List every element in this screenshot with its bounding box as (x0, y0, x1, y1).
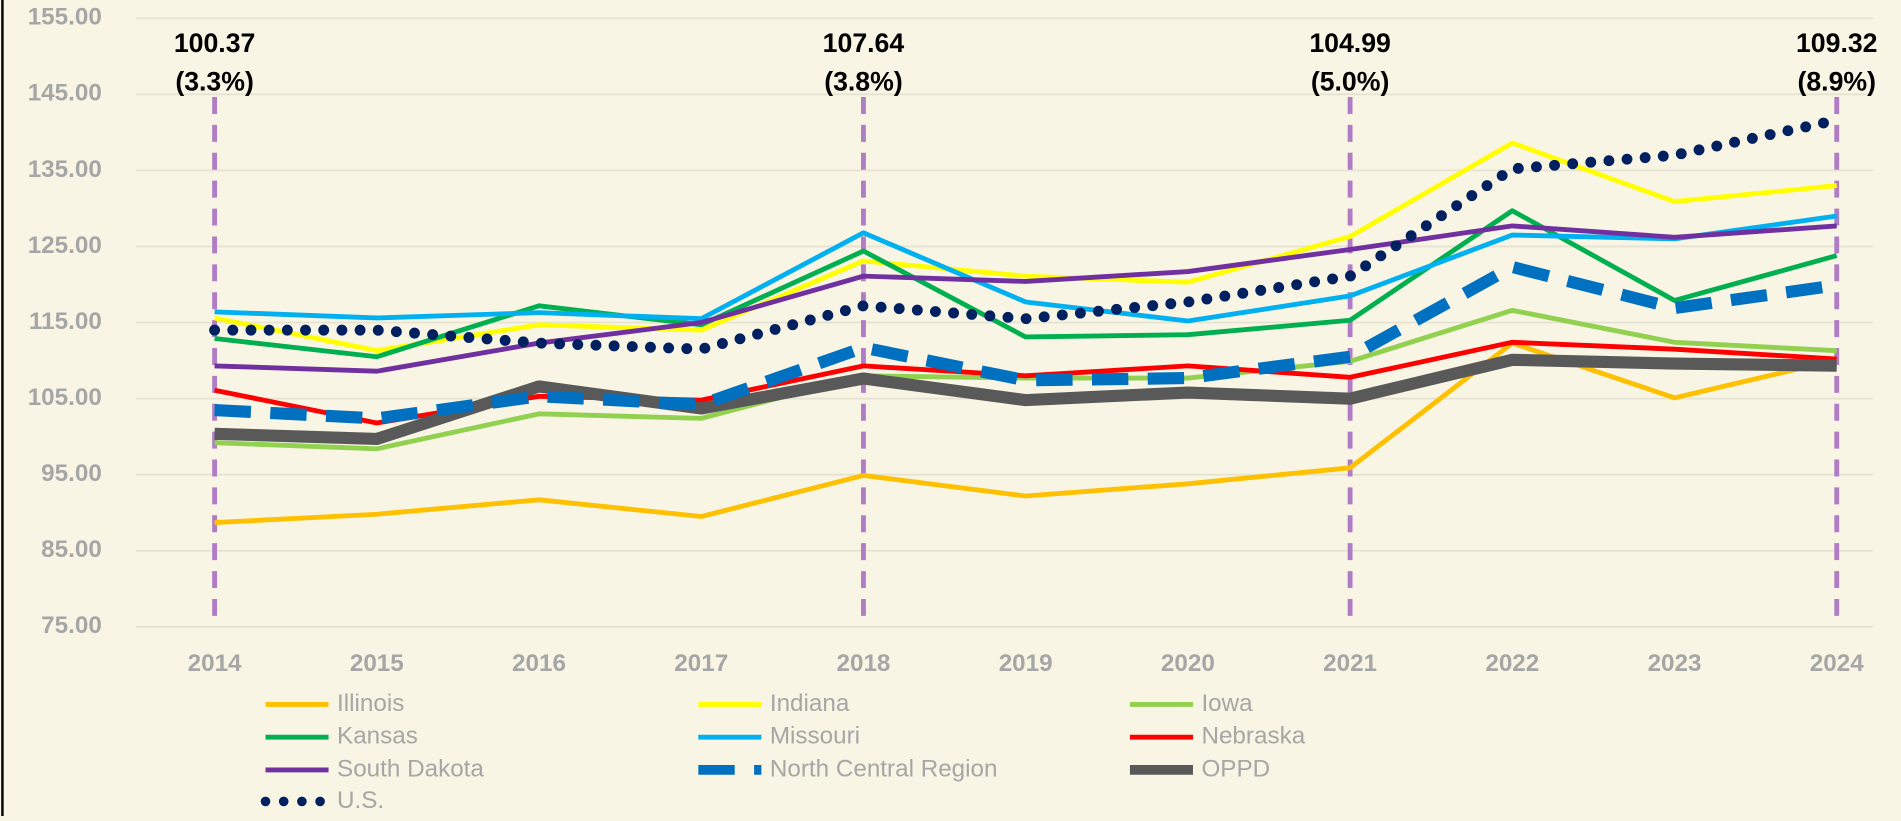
legend-label: Nebraska (1201, 723, 1305, 750)
series-line (214, 213, 1838, 324)
legend-label: Illinois (337, 690, 404, 717)
y-tick-label: 115.00 (29, 308, 102, 335)
series-line (214, 140, 1837, 354)
y-tick-label: 105.00 (28, 384, 102, 411)
series-line (214, 223, 1837, 374)
x-tick-label: 2021 (1323, 650, 1377, 677)
y-tick-label: 75.00 (41, 612, 102, 639)
x-tick-label: 2016 (512, 650, 566, 677)
x-tick-label: 2019 (999, 650, 1053, 677)
y-tick-label: 155.00 (28, 4, 102, 31)
legend-label: Kansas (337, 723, 418, 750)
legend-label: Indiana (770, 690, 850, 717)
x-tick-label: 2018 (836, 650, 890, 677)
annotation-change: (3.8%) (824, 67, 903, 97)
series-line (209, 114, 1843, 355)
series-line (214, 208, 1838, 360)
legend-label: U.S. (337, 787, 384, 814)
y-tick-label: 145.00 (28, 80, 102, 107)
x-tick-label: 2023 (1648, 650, 1702, 677)
annotation-value: 107.64 (823, 28, 905, 58)
x-tick-label: 2014 (188, 650, 242, 677)
y-tick-label: 85.00 (41, 536, 102, 563)
legend-label: Iowa (1201, 690, 1253, 717)
legend-label: North Central Region (770, 755, 998, 782)
y-tick-label: 125.00 (28, 232, 102, 259)
y-tick-label: 135.00 (28, 156, 102, 183)
legend-label: South Dakota (337, 755, 484, 782)
series-line (214, 353, 1837, 445)
annotation-change: (3.3%) (175, 67, 254, 97)
annotation-change: (8.9%) (1797, 67, 1876, 97)
x-tick-label: 2022 (1485, 650, 1539, 677)
annotation-value: 100.37 (174, 28, 256, 58)
legend-label: OPPD (1201, 755, 1270, 782)
x-tick-label: 2024 (1810, 650, 1864, 677)
x-tick-label: 2017 (674, 650, 728, 677)
x-tick-label: 2020 (1161, 650, 1215, 677)
annotation-value: 109.32 (1796, 28, 1878, 58)
legend-label: Missouri (770, 723, 860, 750)
annotation-change: (5.0%) (1311, 67, 1390, 97)
annotation-value: 104.99 (1309, 28, 1391, 58)
x-tick-label: 2015 (350, 650, 404, 677)
y-tick-label: 95.00 (41, 460, 102, 487)
